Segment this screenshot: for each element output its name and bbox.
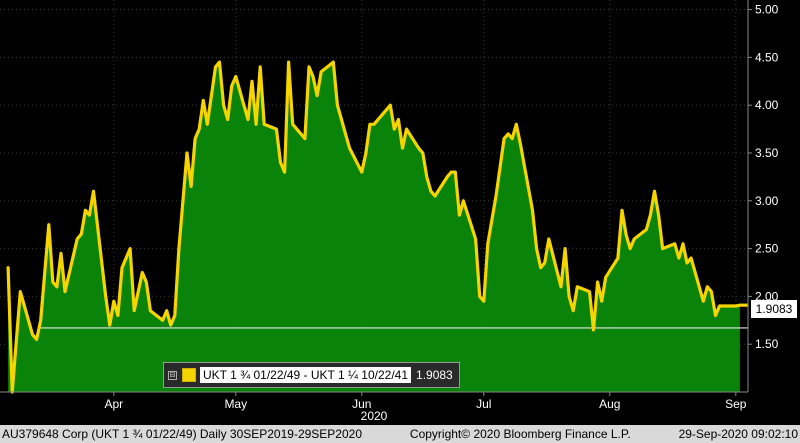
legend-series-label[interactable]: UKT 1 ¾ 01/22/49 - UKT 1 ¼ 10/22/41: [200, 367, 412, 383]
footer-copyright: Copyright© 2020 Bloomberg Finance L.P.: [409, 427, 631, 441]
y-tick-label-7: 5.00: [755, 3, 779, 17]
y-tick-label-3: 3.00: [755, 194, 779, 208]
footer-security-info: AU379648 Corp (UKT 1 ¾ 01/22/49) Daily 3…: [2, 427, 363, 441]
x-tick-label-apr: Apr: [104, 397, 123, 411]
series-line-0: [6, 60, 742, 394]
y-tick-label-0: 1.50: [755, 337, 779, 351]
y-axis-ticks: 1.50 2.00 2.50 3.00 3.50 4.00 4.50 5.00: [748, 3, 779, 351]
x-tick-label-may: May: [224, 397, 247, 411]
y-tick-label-4: 3.50: [755, 146, 779, 160]
x-axis-ticks: Apr May Jun Jul Aug Sep: [104, 392, 747, 411]
legend-series-value: 1.9083: [416, 368, 453, 382]
x-axis-year-label: 2020: [361, 409, 388, 423]
x-tick-label-jun: Jun: [352, 397, 371, 411]
series-area-layer: [8, 62, 740, 392]
y-tick-label-2: 2.50: [755, 242, 779, 256]
x-tick-label-sep: Sep: [725, 397, 747, 411]
series-area-0: [8, 62, 740, 392]
y-tick-label-1: 2.00: [755, 289, 779, 303]
y-tick-label-6: 4.50: [755, 50, 779, 64]
x-tick-label-aug: Aug: [599, 397, 620, 411]
legend[interactable]: ⊟ UKT 1 ¾ 01/22/49 - UKT 1 ¼ 10/22/41 1.…: [163, 362, 460, 388]
last-value-badge: 1.9083: [751, 300, 797, 318]
footer-bar: AU379648 Corp (UKT 1 ¾ 01/22/49) Daily 3…: [0, 425, 800, 443]
series-line-layer: [6, 60, 748, 394]
footer-timestamp: 29-Sep-2020 09:02:10: [678, 427, 798, 441]
legend-collapse-icon[interactable]: ⊟: [168, 370, 177, 380]
x-tick-label-jul: Jul: [476, 397, 491, 411]
legend-series-swatch: [182, 368, 196, 382]
y-tick-label-5: 4.00: [755, 98, 779, 112]
